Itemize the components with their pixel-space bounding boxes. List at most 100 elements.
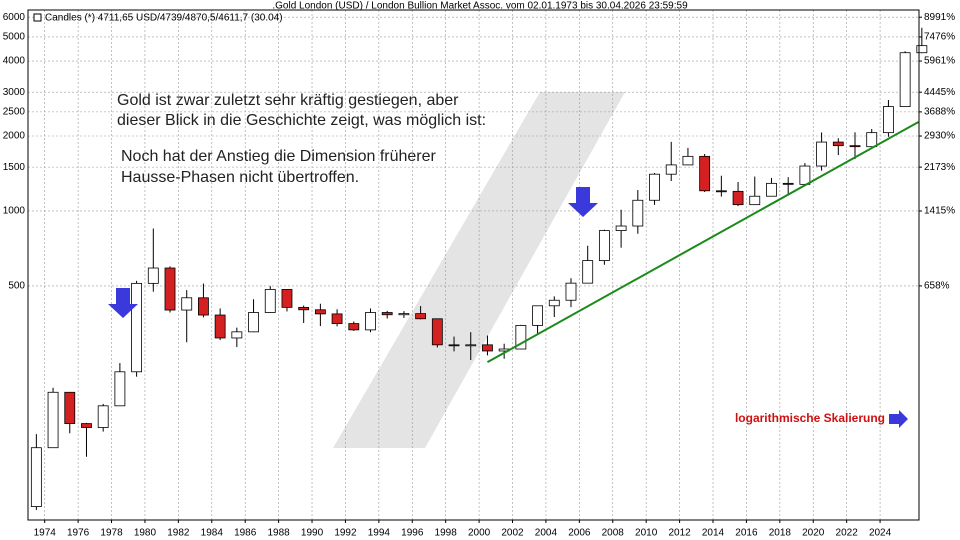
x-tick-label: 2010: [635, 528, 658, 539]
y-tick-label: 6000: [3, 12, 26, 23]
x-tick-label: 1976: [67, 528, 90, 539]
candle-body: [665, 164, 677, 175]
annotation: Gold ist zwar zuletzt sehr kräftig gesti…: [117, 92, 459, 109]
y2-tick-label: 2173%: [924, 162, 955, 173]
x-tick-label: 1992: [334, 528, 357, 539]
candle-body: [866, 132, 878, 148]
candle-body: [431, 318, 443, 346]
candle-body: [899, 52, 911, 107]
y-tick-label: 5000: [3, 32, 26, 43]
candle-body: [415, 313, 427, 320]
x-tick-label: 1980: [134, 528, 157, 539]
candle-body: [398, 313, 410, 316]
y2-tick-label: 1415%: [924, 206, 955, 217]
x-tick-label: 1988: [267, 528, 290, 539]
y2-tick-label: 4445%: [924, 87, 955, 98]
x-tick-label: 1984: [201, 528, 224, 539]
x-tick-label: 2020: [802, 528, 825, 539]
x-tick-label: 2018: [769, 528, 792, 539]
candle-body: [81, 423, 92, 428]
legend-swatch: [33, 13, 42, 22]
x-tick-label: 1990: [301, 528, 324, 539]
candle-body: [131, 282, 143, 373]
x-tick-label: 2006: [568, 528, 591, 539]
trendline: [486, 121, 919, 364]
candle-body: [482, 344, 493, 352]
x-tick-label: 1986: [234, 528, 257, 539]
x-tick-label: 1982: [167, 528, 190, 539]
candle-body: [799, 165, 811, 185]
x-tick-label: 2004: [535, 528, 558, 539]
y-tick-label: 2500: [3, 107, 26, 118]
candle-body: [682, 155, 694, 166]
grid: [28, 10, 919, 520]
x-tick-label: 2012: [668, 528, 691, 539]
annotation: Noch hat der Anstieg die Dimension frühe…: [121, 148, 437, 165]
annotation: Hausse-Phasen nicht übertroffen.: [121, 169, 359, 186]
y2-tick-label: 2930%: [924, 131, 955, 142]
candle-body: [532, 305, 543, 326]
candle-body: [298, 306, 310, 311]
candle-body: [582, 260, 594, 284]
candle-body: [883, 106, 894, 134]
x-tick-label: 2002: [501, 528, 524, 539]
candle-body: [47, 391, 59, 449]
candles: [30, 27, 928, 510]
x-tick-label: 1978: [100, 528, 123, 539]
candle-body: [314, 309, 326, 315]
candle-body: [264, 289, 276, 313]
x-tick-label: 2014: [702, 528, 725, 539]
candle-body: [331, 313, 343, 324]
candle-body: [381, 312, 393, 316]
y-tick-label: 3000: [3, 87, 26, 98]
candle-body: [732, 190, 744, 206]
candle-body: [64, 391, 76, 424]
candle-body: [348, 323, 360, 331]
y-tick-label: 500: [8, 281, 25, 292]
x-tick-label: 2000: [468, 528, 491, 539]
y2-tick-label: 3688%: [924, 107, 955, 118]
annotation: logarithmische Skalierung: [735, 411, 885, 425]
candle-body: [916, 45, 928, 54]
candle-body: [699, 155, 711, 192]
candle-body: [548, 299, 560, 307]
candle-body: [181, 297, 193, 311]
x-tick-label: 1994: [368, 528, 391, 539]
x-tick-label: 2024: [869, 528, 892, 539]
candle-body: [832, 141, 844, 147]
x-tick-label: 2008: [602, 528, 625, 539]
candle-body: [214, 314, 226, 339]
y2-tick-label: 5961%: [924, 56, 955, 67]
candle-body: [615, 225, 627, 231]
candle-body: [147, 267, 159, 284]
candle-body: [448, 344, 460, 347]
y2-tick-label: 658%: [924, 281, 950, 292]
candle-body: [281, 289, 293, 308]
candle-body: [715, 190, 727, 193]
plot-frame: [27, 9, 920, 521]
x-tick-label: 1998: [435, 528, 458, 539]
candle-body: [114, 371, 126, 407]
arrow: [108, 288, 138, 318]
candle-body: [515, 325, 527, 350]
y-tick-label: 4000: [3, 56, 26, 67]
legend-text: Candles (*) 4711,65 USD/4739/4870,5/4611…: [45, 13, 283, 24]
y-tick-label: 2000: [3, 131, 26, 142]
candle-body: [816, 141, 828, 167]
arrow: [568, 187, 598, 217]
x-tick-label: 1996: [401, 528, 424, 539]
candle-body: [849, 145, 861, 148]
annotation: dieser Blick in die Geschichte zeigt, wa…: [117, 112, 486, 129]
candle-body: [649, 173, 660, 201]
candle-body: [598, 230, 610, 261]
arrow: [889, 410, 908, 428]
y2-tick-label: 8991%: [924, 12, 955, 23]
chart-title: .Gold London (USD) / London Bullion Mark…: [272, 1, 688, 12]
candle-body: [231, 331, 243, 339]
y-tick-label: 1000: [3, 206, 26, 217]
candle-body: [30, 447, 42, 507]
candle-body: [782, 182, 794, 185]
y-tick-label: 1500: [3, 162, 26, 173]
x-tick-label: 2016: [735, 528, 758, 539]
